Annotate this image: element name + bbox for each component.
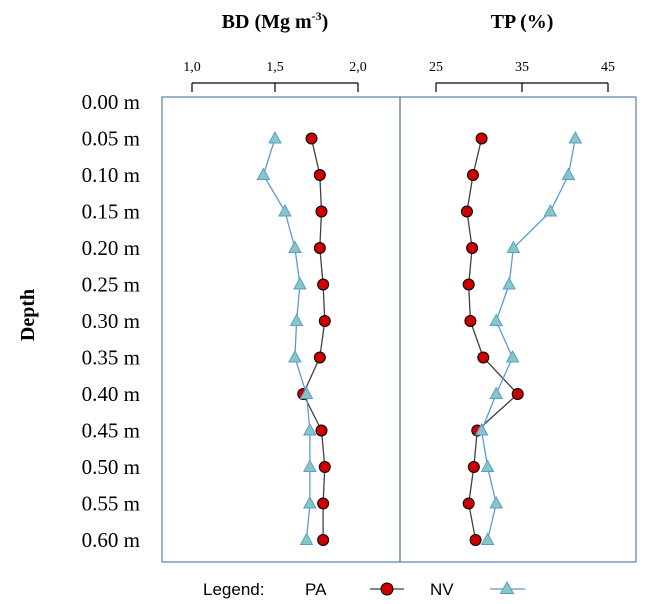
point-pa (313, 351, 326, 364)
panel-0: 1,0 1,5 2,0 (161, 60, 401, 563)
legend-entry-pa: PA (305, 580, 327, 599)
x-tick-label: 35 (515, 60, 529, 75)
point-nv (506, 240, 521, 253)
depth-labels: 0.00 m 0.05 m 0.10 m 0.15 m 0.20 m 0.25 m 0.30… (82, 90, 140, 552)
point-nv (543, 203, 558, 217)
depth-label: 0.20 m (82, 236, 140, 260)
depth-label: 0.55 m (82, 492, 140, 516)
point-nv (489, 313, 504, 326)
point-nv (303, 459, 317, 472)
panels: 1,0 1,5 2,0 25 35 45 (161, 60, 637, 563)
point-nv (303, 495, 317, 509)
series-line-nv (480, 138, 576, 541)
panel-1: 25 35 45 (399, 60, 637, 563)
series-line-pa (302, 138, 326, 540)
depth-label: 0.05 m (82, 127, 140, 151)
depth-label: 0.40 m (82, 382, 140, 406)
panel-title-bd-close: ) (322, 11, 329, 33)
panel-title-tp: TP (%) (491, 11, 554, 33)
point-nv (268, 130, 282, 144)
point-pa (464, 315, 477, 327)
point-nv (256, 167, 271, 180)
depth-label: 0.15 m (82, 200, 140, 224)
point-pa (460, 205, 473, 218)
x-tick-label: 1,5 (266, 60, 284, 75)
x-tick-label: 25 (429, 60, 443, 75)
point-pa (511, 388, 524, 400)
point-pa (318, 315, 331, 327)
point-pa (315, 424, 328, 437)
series-line-nv (262, 138, 311, 541)
point-pa (477, 351, 490, 364)
point-pa (317, 278, 330, 291)
legend: Legend: PA NV (203, 580, 525, 599)
point-pa (305, 132, 318, 145)
legend-label: Legend: (203, 580, 264, 599)
depth-label: 0.25 m (82, 273, 140, 297)
point-pa (469, 534, 482, 546)
point-nv (505, 349, 520, 363)
x-tick-label: 2,0 (349, 60, 367, 75)
series-line-pa (466, 138, 519, 541)
plot-frame (161, 96, 401, 563)
point-nv (278, 203, 292, 217)
point-pa (315, 205, 328, 218)
point-nv (568, 130, 583, 144)
point-nv (303, 422, 317, 436)
depth-label: 0.60 m (82, 528, 140, 552)
point-pa (317, 497, 330, 510)
point-nv (489, 386, 504, 399)
point-nv (288, 349, 302, 363)
point-pa (462, 278, 475, 291)
x-tick-label: 45 (601, 60, 615, 75)
point-pa (313, 242, 326, 254)
point-pa (318, 461, 331, 473)
point-pa (467, 461, 480, 473)
point-nv (299, 532, 314, 545)
depth-label: 0.00 m (82, 90, 140, 114)
point-nv (489, 495, 504, 509)
point-nv (289, 313, 304, 326)
point-nv (288, 240, 302, 253)
point-nv (480, 532, 495, 545)
panel-title-bd-main: BD (Mg m (222, 11, 312, 33)
depth-label: 0.35 m (82, 346, 140, 370)
depth-label: 0.50 m (82, 455, 140, 479)
point-pa (462, 497, 475, 510)
point-pa (475, 132, 488, 145)
point-pa (317, 534, 330, 546)
point-pa (466, 242, 479, 254)
legend-entry-nv: NV (430, 580, 454, 599)
plot-frame (399, 96, 637, 563)
point-nv (293, 276, 307, 290)
point-nv (299, 386, 314, 399)
point-pa (466, 169, 479, 181)
depth-label: 0.10 m (82, 163, 140, 187)
depth-label: 0.45 m (82, 419, 140, 443)
point-nv (480, 459, 495, 472)
depth-label: 0.30 m (82, 309, 140, 333)
panel-title-bd-sup: -3 (312, 9, 322, 23)
panel-title-bd: BD (Mg m-3) (222, 9, 329, 33)
point-pa (313, 169, 326, 181)
x-tick-label: 1,0 (183, 60, 201, 75)
point-nv (561, 167, 576, 180)
legend-marker-pa (380, 582, 394, 596)
legend-marker-nv (499, 580, 515, 594)
point-nv (474, 422, 489, 436)
y-axis-label: Depth (17, 289, 39, 341)
point-nv (502, 276, 516, 290)
